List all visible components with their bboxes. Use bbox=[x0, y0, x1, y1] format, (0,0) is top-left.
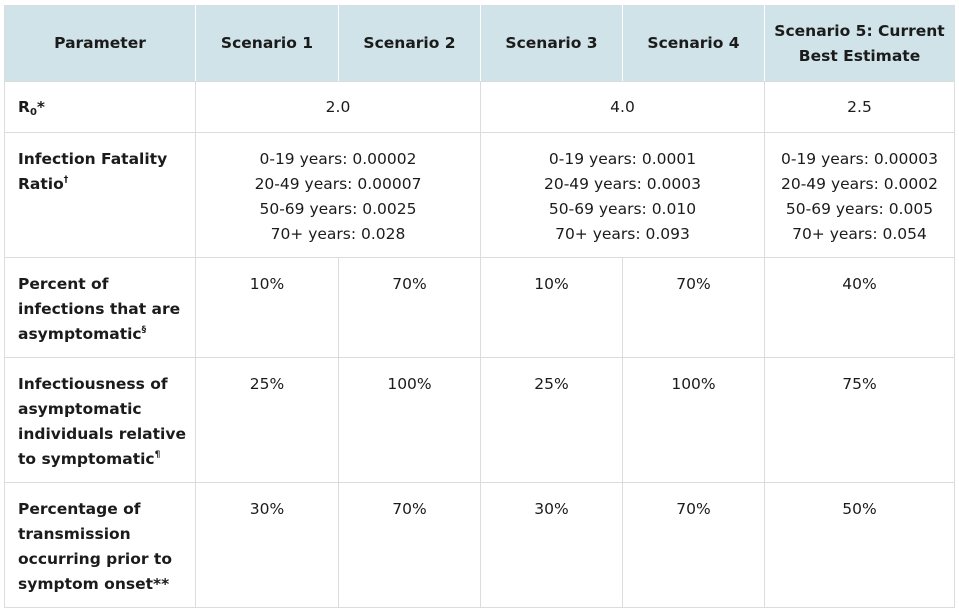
infectiousness-scenario-4: 100% bbox=[622, 357, 765, 483]
ifr-scenarios-1-2: 0-19 years: 0.00002 20-49 years: 0.00007… bbox=[195, 132, 481, 258]
infectiousness-scenario-5: 75% bbox=[764, 357, 955, 483]
table-row-ifr: Infection Fatality Ratio† 0-19 years: 0.… bbox=[4, 132, 955, 258]
infectiousness-scenario-2: 100% bbox=[338, 357, 481, 483]
ifr-s5-age-70-plus: 70+ years: 0.054 bbox=[792, 225, 927, 243]
infectiousness-scenario-1: 25% bbox=[195, 357, 339, 483]
r0-letter: R bbox=[18, 97, 30, 116]
presymptomatic-scenario-1: 30% bbox=[195, 482, 339, 608]
table-header: Parameter Scenario 1 Scenario 2 Scenario… bbox=[4, 5, 955, 82]
ifr-s5-age-20-49: 20-49 years: 0.0002 bbox=[780, 175, 938, 193]
presymptomatic-scenario-2: 70% bbox=[338, 482, 481, 608]
table-body: R0* 2.0 4.0 2.5 Infection Fatality Ratio… bbox=[4, 81, 955, 608]
ifr-s12-age-50-69: 50-69 years: 0.0025 bbox=[259, 200, 417, 218]
header-scenario-2: Scenario 2 bbox=[338, 5, 481, 82]
row-label-r0: R0* bbox=[4, 81, 196, 133]
ifr-s34-age-0-19: 0-19 years: 0.0001 bbox=[548, 150, 697, 168]
presymptomatic-scenario-4: 70% bbox=[622, 482, 765, 608]
header-scenario-3: Scenario 3 bbox=[480, 5, 623, 82]
asymptomatic-scenario-2: 70% bbox=[338, 257, 481, 358]
presymptomatic-scenario-5: 50% bbox=[764, 482, 955, 608]
table-row-r0: R0* 2.0 4.0 2.5 bbox=[4, 81, 955, 133]
infectiousness-footnote-mark: ¶ bbox=[154, 450, 161, 460]
ifr-s5-age-0-19: 0-19 years: 0.00003 bbox=[780, 150, 938, 168]
header-scenario-5: Scenario 5: Current Best Estimate bbox=[764, 5, 955, 82]
header-scenario-5-line2: Best Estimate bbox=[798, 46, 921, 65]
asymptomatic-scenario-5: 40% bbox=[764, 257, 955, 358]
row-label-infectiousness: Infectiousness of asymptomatic individua… bbox=[4, 357, 196, 483]
table-row-asymptomatic: Percent of infections that are asymptoma… bbox=[4, 257, 955, 358]
ifr-s12-age-0-19: 0-19 years: 0.00002 bbox=[259, 150, 417, 168]
ifr-scenarios-3-4: 0-19 years: 0.0001 20-49 years: 0.0003 5… bbox=[480, 132, 765, 258]
r0-scenario-5: 2.5 bbox=[764, 81, 955, 133]
table-row-infectiousness: Infectiousness of asymptomatic individua… bbox=[4, 357, 955, 483]
row-label-ifr: Infection Fatality Ratio† bbox=[4, 132, 196, 258]
asymptomatic-label-text: Percent of infections that are asymptoma… bbox=[18, 275, 181, 343]
infectiousness-label-text: Infectiousness of asymptomatic individua… bbox=[18, 375, 186, 468]
ifr-s34-age-20-49: 20-49 years: 0.0003 bbox=[543, 175, 701, 193]
asymptomatic-scenario-3: 10% bbox=[480, 257, 623, 358]
r0-scenarios-1-2: 2.0 bbox=[195, 81, 481, 133]
ifr-s12-age-20-49: 20-49 years: 0.00007 bbox=[254, 175, 422, 193]
ifr-scenario-5: 0-19 years: 0.00003 20-49 years: 0.0002 … bbox=[764, 132, 955, 258]
presymptomatic-scenario-3: 30% bbox=[480, 482, 623, 608]
header-scenario-4: Scenario 4 bbox=[622, 5, 765, 82]
r0-scenarios-3-4: 4.0 bbox=[480, 81, 765, 133]
ifr-s5-age-50-69: 50-69 years: 0.005 bbox=[785, 200, 934, 218]
ifr-label-text: Infection Fatality Ratio bbox=[18, 150, 168, 193]
ifr-s12-age-70-plus: 70+ years: 0.028 bbox=[270, 225, 406, 243]
ifr-s34-age-50-69: 50-69 years: 0.010 bbox=[548, 200, 697, 218]
asymptomatic-footnote-mark: § bbox=[141, 325, 147, 335]
infectiousness-scenario-3: 25% bbox=[480, 357, 623, 483]
ifr-s34-age-70-plus: 70+ years: 0.093 bbox=[555, 225, 690, 243]
r0-asterisk: * bbox=[36, 97, 46, 116]
table-row-presymptomatic: Percentage of transmission occurring pri… bbox=[4, 482, 955, 608]
asymptomatic-scenario-4: 70% bbox=[622, 257, 765, 358]
ifr-footnote-mark: † bbox=[63, 175, 69, 185]
row-label-asymptomatic: Percent of infections that are asymptoma… bbox=[4, 257, 196, 358]
r0-subscript: 0 bbox=[29, 106, 37, 118]
header-row: Parameter Scenario 1 Scenario 2 Scenario… bbox=[4, 5, 955, 82]
header-parameter: Parameter bbox=[4, 5, 196, 82]
row-label-presymptomatic: Percentage of transmission occurring pri… bbox=[4, 482, 196, 608]
scenario-parameters-table: Parameter Scenario 1 Scenario 2 Scenario… bbox=[4, 5, 955, 608]
asymptomatic-scenario-1: 10% bbox=[195, 257, 339, 358]
header-scenario-5-line1: Scenario 5: Current bbox=[774, 21, 945, 40]
header-scenario-1: Scenario 1 bbox=[195, 5, 339, 82]
